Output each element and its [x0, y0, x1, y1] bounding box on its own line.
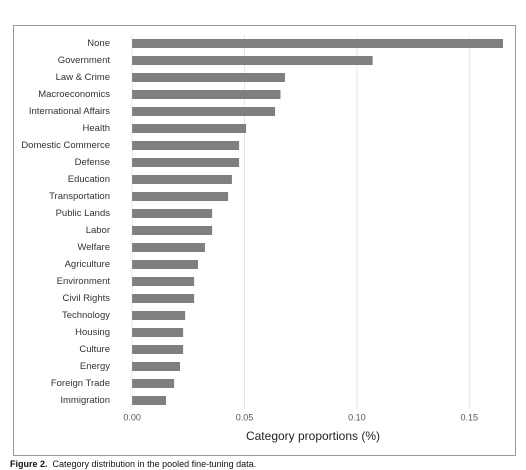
y-tick-label: Agriculture [65, 259, 110, 270]
y-tick-label: Labor [86, 225, 110, 236]
y-tick-label: Environment [57, 276, 111, 287]
bar [132, 277, 195, 286]
y-tick-label: Government [58, 55, 111, 66]
y-tick-label: Health [83, 123, 110, 134]
y-tick-label: Civil Rights [62, 293, 110, 304]
y-tick-label: Law & Crime [56, 72, 110, 83]
y-tick-label: International Affairs [29, 106, 110, 117]
y-tick-label: Defense [75, 157, 110, 168]
bar [132, 328, 184, 337]
bar [132, 192, 229, 201]
x-tick-label: 0.00 [123, 412, 141, 422]
bar [132, 124, 247, 133]
y-tick-label: None [87, 38, 110, 49]
bar [132, 209, 213, 218]
bar [132, 362, 180, 371]
bar [132, 294, 195, 303]
y-tick-label: Welfare [77, 242, 110, 253]
y-tick-label: Macroeconomics [38, 89, 110, 100]
figure-label: Figure 2. [10, 459, 48, 469]
y-tick-label: Immigration [60, 395, 110, 406]
bar [132, 56, 373, 65]
bar [132, 311, 186, 320]
bar [132, 396, 167, 405]
y-tick-label: Energy [80, 361, 110, 372]
bar [132, 243, 205, 252]
y-tick-label: Technology [62, 310, 110, 321]
bar [132, 90, 281, 99]
frame [13, 25, 516, 456]
bar [132, 73, 285, 82]
bar [132, 107, 276, 116]
y-tick-label: Culture [79, 344, 110, 355]
bar [132, 141, 240, 150]
y-tick-label: Housing [75, 327, 110, 338]
bar [132, 379, 175, 388]
y-tick-label: Transportation [49, 191, 110, 202]
bar [132, 226, 213, 235]
bar [132, 345, 184, 354]
y-tick-label: Domestic Commerce [21, 140, 110, 151]
y-tick-label: Foreign Trade [51, 378, 110, 389]
y-tick-label: Education [68, 174, 110, 185]
x-tick-label: 0.05 [236, 412, 254, 422]
x-tick-label: 0.15 [461, 412, 479, 422]
bar [132, 158, 240, 167]
caption-text: Category distribution in the pooled fine… [53, 459, 257, 469]
bar [132, 39, 504, 48]
x-axis-label: Category proportions (%) [246, 429, 380, 443]
x-tick-label: 0.10 [348, 412, 366, 422]
y-tick-label: Public Lands [56, 208, 111, 219]
bar [132, 175, 232, 184]
bar [132, 260, 198, 269]
caption: Figure 2. Category distribution in the po… [10, 459, 256, 469]
